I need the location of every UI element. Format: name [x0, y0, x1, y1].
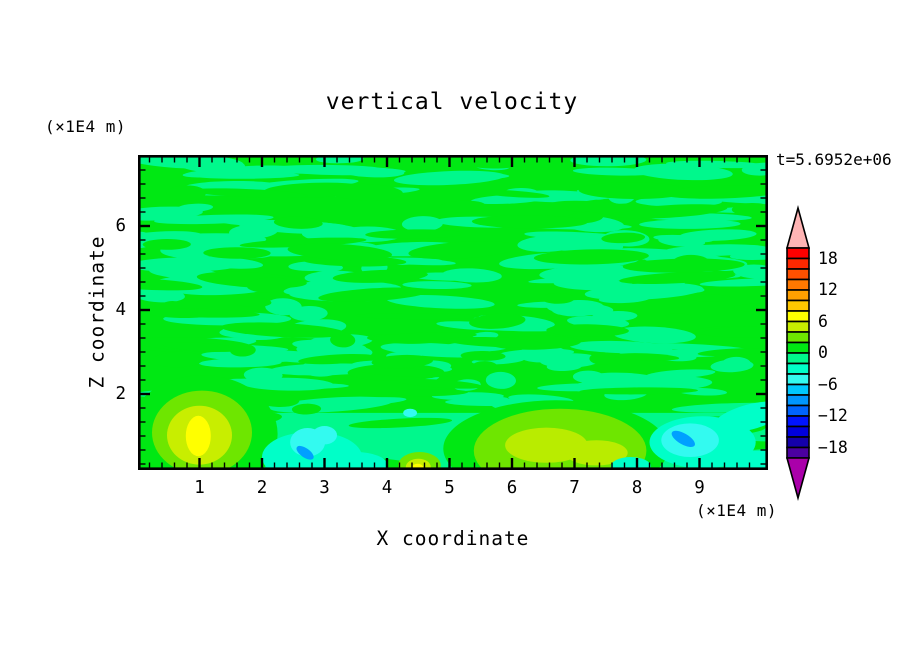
colorbar-cell: [786, 425, 810, 438]
colorbar-label: 12: [818, 280, 838, 299]
colorbar-under-arrow: [785, 457, 811, 502]
y-tick-label: 4: [115, 300, 126, 320]
y-axis-unit-label: (×1E4 m): [45, 117, 127, 136]
time-label: t=5.6952e+06: [776, 150, 892, 169]
contour-blob: [724, 450, 768, 470]
x-tick-label: 2: [256, 478, 268, 498]
colorbar-cell: [786, 278, 810, 291]
colorbar-label: −12: [818, 406, 848, 425]
colorbar-cell: [786, 289, 810, 302]
x-tick-label: 6: [506, 478, 518, 498]
x-tick-label: 5: [444, 478, 455, 498]
colorbar-over-arrow: [785, 204, 811, 249]
contour-blob: [324, 452, 388, 470]
x-tick-label: 8: [631, 478, 643, 498]
colorbar-cell: [786, 257, 810, 270]
colorbar-label: 0: [818, 343, 828, 362]
colorbar-cell: [786, 310, 810, 323]
contour-blob: [185, 415, 211, 457]
contour-blob: [565, 440, 628, 466]
x-tick-label: 4: [381, 478, 393, 498]
x-axis-label: X coordinate: [376, 527, 530, 550]
colorbar-cell: [786, 331, 810, 344]
contour-blob: [671, 430, 695, 447]
colorbar-cell: [786, 299, 810, 312]
plot-title: vertical velocity: [325, 89, 579, 115]
colorbar-cell: [786, 352, 810, 365]
contour-blob: [610, 457, 651, 470]
colorbar-cell: [786, 404, 810, 417]
y-tick-label: 6: [115, 216, 126, 236]
x-tick-label: 9: [694, 478, 705, 498]
colorbar-label: −6: [818, 374, 838, 394]
contour-plot: [138, 155, 768, 470]
contour-blob: [296, 445, 314, 460]
colorbar-label: −18: [818, 437, 848, 457]
colorbar-cell: [786, 247, 810, 260]
contour-blob: [403, 408, 417, 418]
colorbar-label: 18: [818, 248, 838, 268]
plot-frame: [138, 155, 768, 470]
colorbar-cell: [786, 394, 810, 407]
colorbar-cell: [786, 415, 810, 428]
x-tick-label: 7: [569, 478, 580, 498]
x-tick-label: 3: [319, 478, 330, 498]
colorbar-cell: [786, 373, 810, 386]
colorbar-cell: [786, 341, 810, 354]
x-axis-unit-label: (×1E4 m): [695, 501, 777, 520]
x-tick-label: 1: [194, 478, 205, 498]
colorbar-label: 6: [818, 311, 828, 331]
colorbar-cell: [786, 383, 810, 396]
contour-blob: [312, 426, 337, 445]
colorbar-cell: [786, 362, 810, 375]
colorbar-cell: [786, 320, 810, 333]
colorbar-cell: [786, 268, 810, 281]
colorbar: [785, 204, 811, 502]
contour-field: [138, 155, 768, 470]
colorbar-cell: [786, 446, 810, 459]
colorbar-cell: [786, 436, 810, 449]
y-tick-label: 2: [115, 384, 126, 404]
